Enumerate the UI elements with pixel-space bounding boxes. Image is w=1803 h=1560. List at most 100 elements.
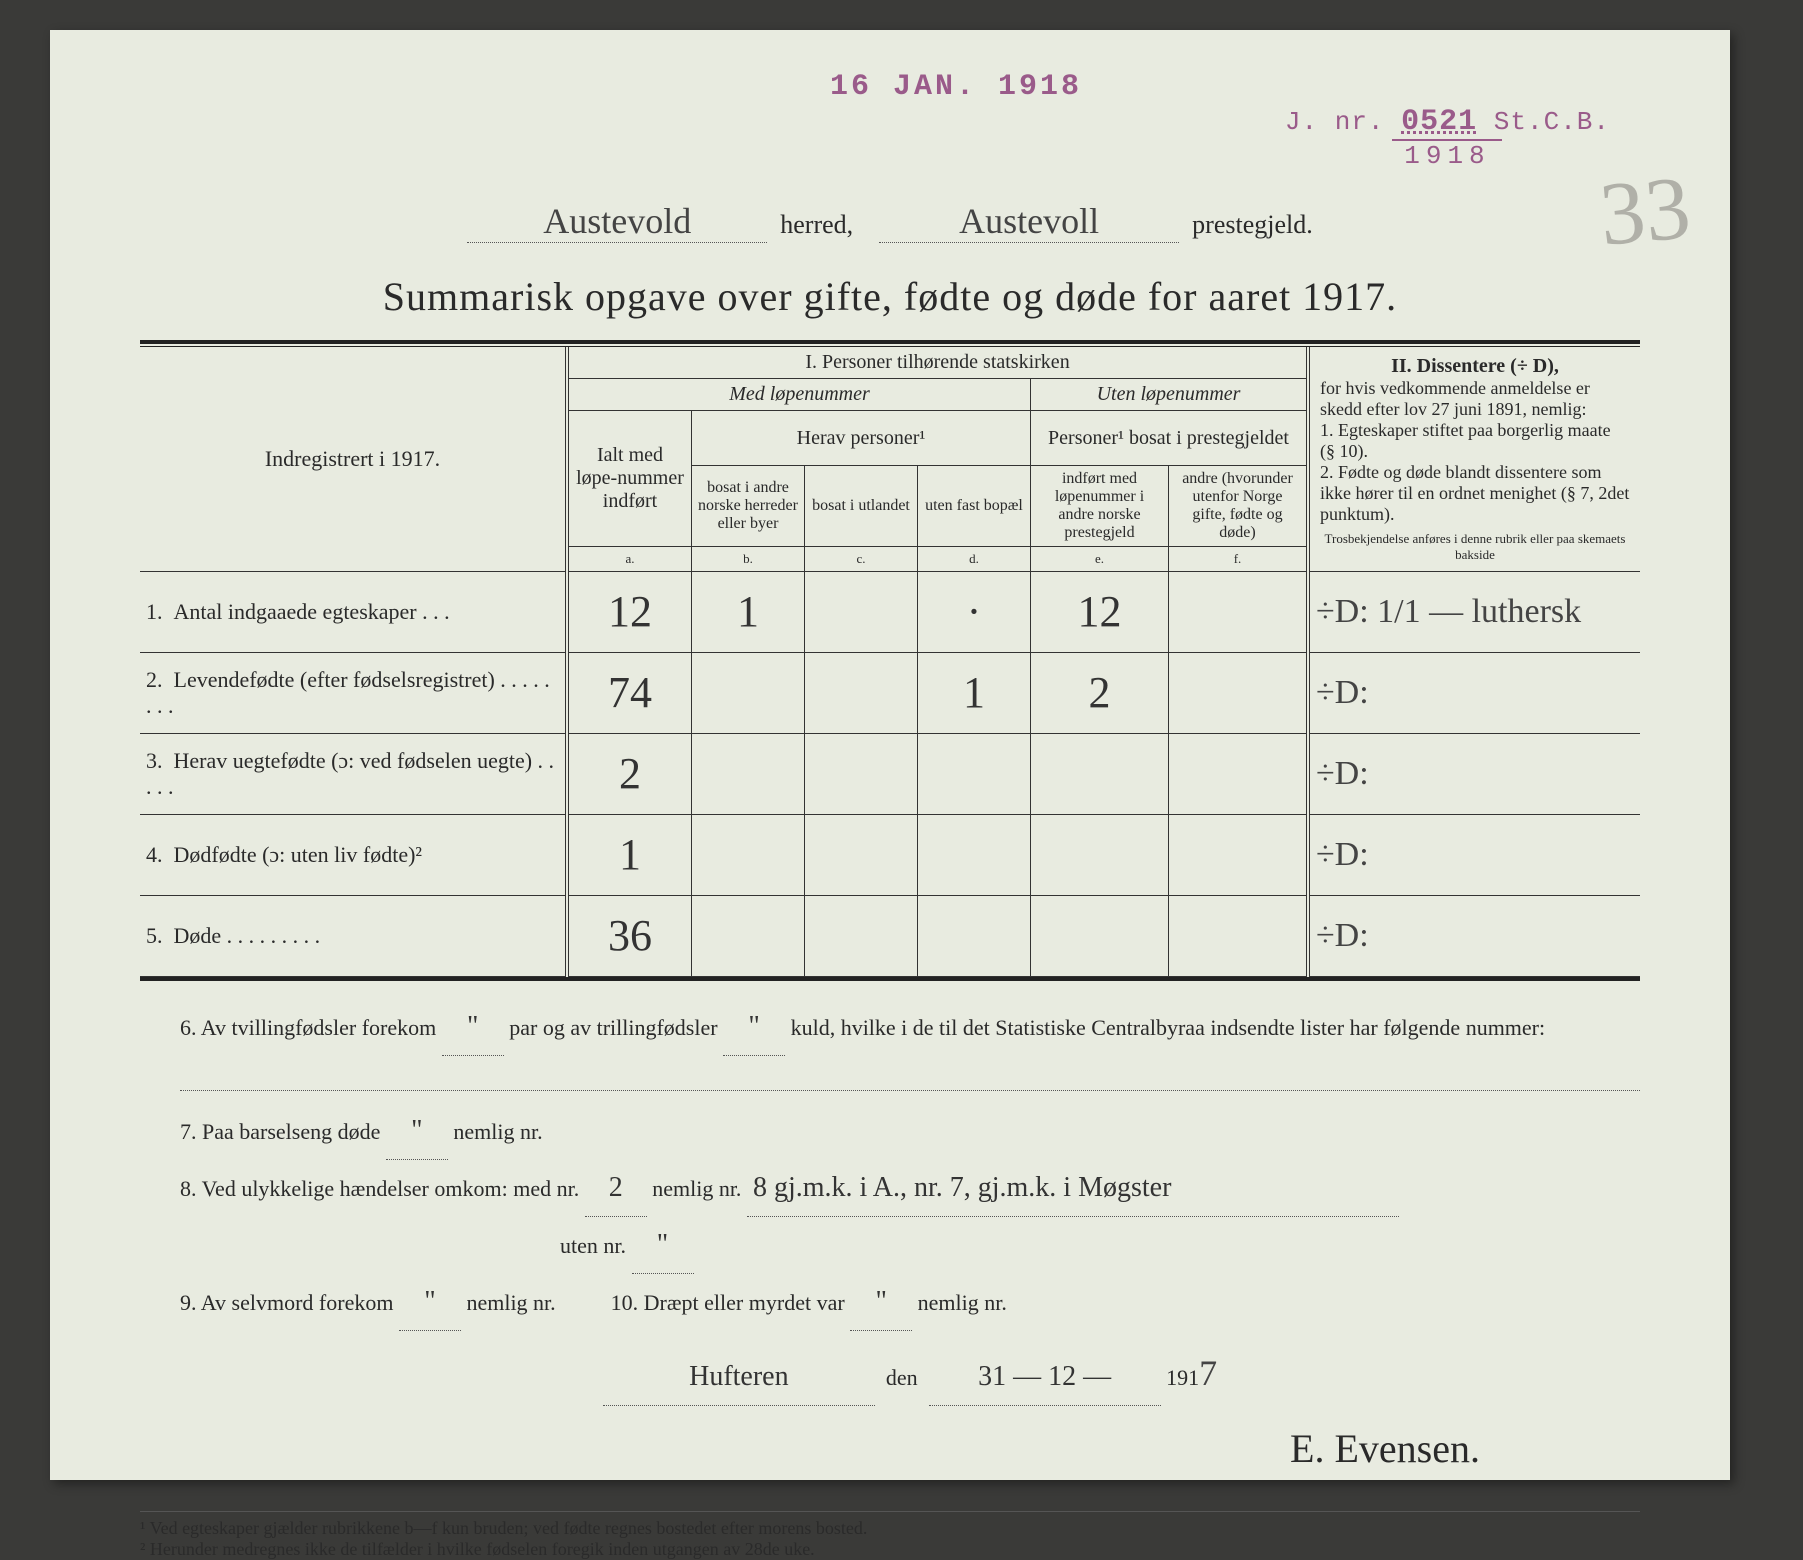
cell-b	[692, 734, 805, 815]
q6-par: par og av trillingfødsler	[509, 1015, 717, 1040]
den: den	[886, 1365, 918, 1390]
cell-g: ÷D:	[1308, 734, 1640, 815]
cell-a: 36	[567, 896, 692, 977]
cell-g: ÷D:	[1308, 653, 1640, 734]
col-a-head: Ialt med løpe-nummer indført	[567, 411, 692, 547]
q8-line: 8. Ved ulykkelige hændelser omkom: med n…	[180, 1160, 1640, 1217]
rule-top-thick	[140, 340, 1640, 344]
cell-c	[805, 653, 918, 734]
jnr-prefix: J. nr.	[1285, 107, 1385, 137]
pencil-page-number: 33	[1596, 156, 1695, 266]
letter-a: a.	[567, 547, 692, 572]
summary-table: Indregistrert i 1917. I. Personer tilhør…	[140, 347, 1640, 977]
q10-mid: nemlig nr.	[918, 1290, 1007, 1315]
cell-b	[692, 896, 805, 977]
jnr-year: 1918	[1392, 139, 1502, 171]
section2-body: for hvis vedkommende anmeldelse er skedd…	[1320, 378, 1630, 525]
col-b-head: bosat i andre norske herreder eller byer	[692, 466, 805, 547]
cell-d	[918, 815, 1031, 896]
table-row: 3. Herav uegtefødte (ɔ: ved fødselen ueg…	[140, 734, 1640, 815]
row-label: 3. Herav uegtefødte (ɔ: ved fødselen ueg…	[140, 734, 567, 815]
q6b: kuld, hvilke i de til det Statistiske Ce…	[791, 1015, 1546, 1040]
col-d-head: uten fast bopæl	[918, 466, 1031, 547]
letter-d: d.	[918, 547, 1031, 572]
col-e-head: indført med løpenummer i andre norske pr…	[1031, 466, 1169, 547]
table-row: 4. Dødfødte (ɔ: uten liv fødte)²1 ÷D:	[140, 815, 1640, 896]
q7-suffix: nemlig nr.	[453, 1119, 542, 1144]
page-title: Summarisk opgave over gifte, fødte og dø…	[140, 273, 1640, 320]
q10: 10. Dræpt eller myrdet var	[611, 1290, 845, 1315]
row-label: 4. Dødfødte (ɔ: uten liv fødte)²	[140, 815, 567, 896]
table-row: 5. Døde . . . . . . . . .36 ÷D:	[140, 896, 1640, 977]
cell-g: ÷D: 1/1 — luthersk	[1308, 572, 1640, 653]
date-hw: 31 — 12 —	[929, 1349, 1161, 1406]
q9-mid: nemlig nr.	[466, 1290, 555, 1315]
row-label: 1. Antal indgaaede egteskaper . . .	[140, 572, 567, 653]
footnote-2: ² Herunder medregnes ikke de tilfælder i…	[140, 1539, 1640, 1560]
section1-title: I. Personer tilhørende statskirken	[567, 347, 1308, 379]
cell-e: 2	[1031, 653, 1169, 734]
header-line: Austevold herred, Austevoll prestegjeld.	[140, 200, 1640, 243]
herred-value: Austevold	[467, 200, 767, 243]
q8-uten-label: uten nr.	[560, 1233, 626, 1258]
cell-d: ·	[918, 572, 1031, 653]
q8-uten-line: uten nr. "	[180, 1217, 1640, 1274]
row-label: 5. Døde . . . . . . . . .	[140, 896, 567, 977]
letter-f: f.	[1169, 547, 1309, 572]
table-row: 1. Antal indgaaede egteskaper . . .121·1…	[140, 572, 1640, 653]
q8-mid: nemlig nr.	[652, 1176, 741, 1201]
cell-c	[805, 896, 918, 977]
q6-v2: "	[723, 999, 785, 1056]
cell-a: 2	[567, 734, 692, 815]
q8: 8. Ved ulykkelige hændelser omkom: med n…	[180, 1176, 579, 1201]
q7-line: 7. Paa barselseng døde " nemlig nr.	[180, 1103, 1640, 1160]
cell-d: 1	[918, 653, 1031, 734]
cell-e	[1031, 896, 1169, 977]
col-indreg: Indregistrert i 1917.	[140, 347, 567, 572]
cell-f	[1169, 896, 1309, 977]
cell-c	[805, 815, 918, 896]
cell-e: 12	[1031, 572, 1169, 653]
cell-a: 12	[567, 572, 692, 653]
cell-g: ÷D:	[1308, 896, 1640, 977]
cell-c	[805, 572, 918, 653]
cell-g: ÷D:	[1308, 815, 1640, 896]
place: Hufteren	[603, 1349, 875, 1406]
q6a: 6. Av tvillingfødsler forekom	[180, 1015, 436, 1040]
cell-c	[805, 734, 918, 815]
personer-bosat: Personer¹ bosat i prestegjeldet	[1031, 411, 1309, 466]
cell-d	[918, 896, 1031, 977]
cell-f	[1169, 734, 1309, 815]
questions-block: 6. Av tvillingfødsler forekom " par og a…	[140, 999, 1640, 1489]
letter-b: b.	[692, 547, 805, 572]
q8-uten: "	[632, 1217, 694, 1274]
section2-sub: Trosbekjendelse anføres i denne rubrik e…	[1320, 531, 1630, 563]
cell-b	[692, 815, 805, 896]
q10-v: "	[850, 1274, 912, 1331]
cell-d	[918, 734, 1031, 815]
year-last: 7	[1199, 1353, 1217, 1393]
prestegjeld-label: prestegjeld.	[1192, 210, 1313, 239]
document-page: 16 JAN. 1918 J. nr. 0521 St.C.B. 1918 33…	[50, 30, 1730, 1480]
q9-v: "	[399, 1274, 461, 1331]
letter-e: e.	[1031, 547, 1169, 572]
cell-f	[1169, 653, 1309, 734]
uten-lop: Uten løpenummer	[1097, 383, 1241, 405]
q7: 7. Paa barselseng døde	[180, 1119, 380, 1144]
cell-b	[692, 653, 805, 734]
cell-a: 1	[567, 815, 692, 896]
prestegjeld-value: Austevoll	[879, 200, 1179, 243]
q6-line: 6. Av tvillingfødsler forekom " par og a…	[180, 999, 1640, 1056]
herred-label: herred,	[780, 210, 853, 239]
jnr-suffix: St.C.B.	[1494, 107, 1610, 137]
col-f-head: andre (hvorunder utenfor Norge gifte, fø…	[1169, 466, 1309, 547]
q8-med: 2	[585, 1160, 647, 1217]
col-a-text: Ialt med løpe-nummer indført	[576, 444, 684, 512]
cell-a: 74	[567, 653, 692, 734]
med-lop: Med løpenummer	[729, 383, 870, 405]
q6-v1: "	[442, 999, 504, 1056]
q8-text: 8 gj.m.k. i A., nr. 7, gj.m.k. i Møgster	[747, 1160, 1399, 1217]
date-line: Hufteren den 31 — 12 — 1917	[180, 1337, 1640, 1409]
q9: 9. Av selvmord forekom	[180, 1290, 393, 1315]
cell-b: 1	[692, 572, 805, 653]
